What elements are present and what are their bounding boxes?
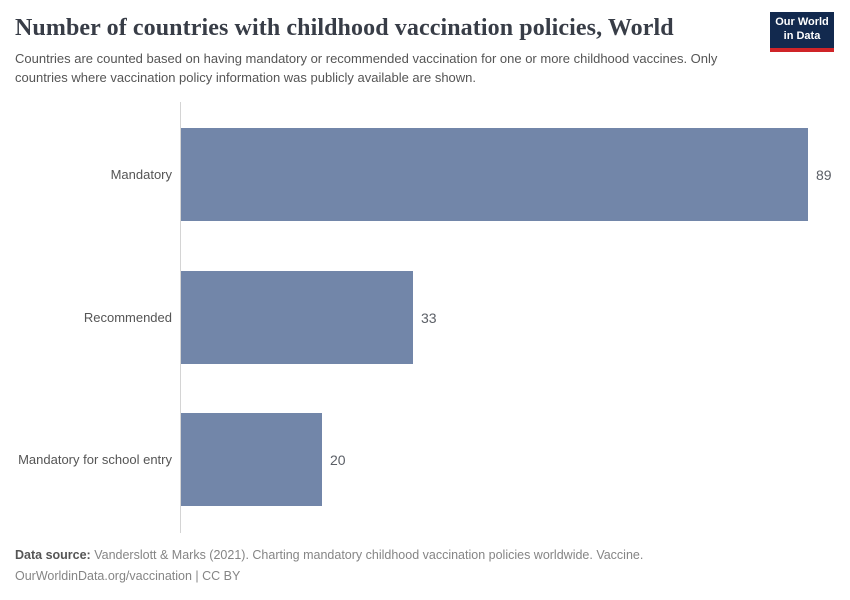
owid-logo[interactable]: Our World in Data bbox=[770, 12, 834, 52]
owid-logo-red-strip bbox=[770, 48, 834, 52]
owid-logo-line1: Our World bbox=[775, 16, 829, 29]
bar[interactable] bbox=[181, 271, 413, 364]
bar-category-label: Mandatory bbox=[110, 166, 172, 182]
bar-category-label: Mandatory for school entry bbox=[18, 451, 172, 467]
bar-value-label: 20 bbox=[330, 451, 346, 468]
bar[interactable] bbox=[181, 413, 322, 506]
owid-logo-line2: in Data bbox=[783, 30, 821, 42]
footer-source-label: Data source: bbox=[15, 548, 91, 562]
y-axis-line bbox=[180, 102, 181, 533]
footer-source-line: Data source: Vanderslott & Marks (2021).… bbox=[15, 545, 835, 566]
footer-source-text: Vanderslott & Marks (2021). Charting man… bbox=[94, 548, 644, 562]
bar-value-label: 33 bbox=[421, 309, 437, 326]
chart-footer: Data source: Vanderslott & Marks (2021).… bbox=[15, 545, 835, 587]
page-subtitle: Countries are counted based on having ma… bbox=[15, 51, 718, 85]
bar-category-label: Recommended bbox=[83, 309, 172, 325]
bar[interactable] bbox=[181, 128, 808, 221]
footer-license-line: OurWorldinData.org/vaccination | CC BY bbox=[15, 569, 241, 583]
bar-value-label: 89 bbox=[816, 166, 832, 183]
owid-logo-box: Our World in Data bbox=[770, 12, 834, 48]
page-title: Number of countries with childhood vacci… bbox=[15, 15, 674, 41]
